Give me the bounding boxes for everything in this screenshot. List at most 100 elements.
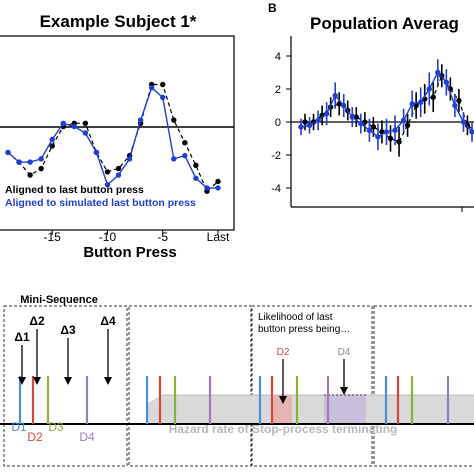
panel-a-point bbox=[148, 85, 155, 91]
panel-a-point bbox=[60, 120, 66, 127]
panel-b-point bbox=[418, 99, 424, 105]
likelihood-box bbox=[251, 305, 373, 467]
panel-a-xlabel: Button Press bbox=[83, 244, 176, 261]
delta-arrowhead-4 bbox=[104, 377, 112, 385]
panel-b-y-tick-label: 4 bbox=[275, 51, 281, 63]
legend-aligned-last: Aligned to last button press bbox=[5, 184, 144, 196]
panel-b-point bbox=[332, 92, 338, 99]
panel-b-point bbox=[349, 114, 355, 120]
panel-a-point bbox=[27, 172, 33, 178]
panel-a-x-tick-label: -5 bbox=[157, 230, 168, 244]
press-label-d1: D1 bbox=[11, 420, 27, 434]
panel-a-point bbox=[16, 159, 22, 165]
panel-b-y-tick-label: -4 bbox=[271, 183, 281, 195]
panel-b-point bbox=[375, 134, 381, 140]
panel-a-point bbox=[49, 136, 55, 143]
hazard-rate-label: Hazard rate of Stop-process terminating bbox=[169, 422, 398, 436]
panel-b-point bbox=[435, 69, 441, 76]
panel-a-point bbox=[215, 178, 221, 185]
panel-a-point bbox=[71, 123, 78, 130]
panel-b-point bbox=[323, 111, 330, 117]
panel-a-point bbox=[182, 140, 188, 146]
panel-a-x-tick-label: Last bbox=[207, 230, 230, 244]
panel-a-point bbox=[193, 162, 199, 169]
panel-b-point bbox=[443, 79, 450, 86]
panel-b-point bbox=[302, 119, 308, 125]
panel-b-point bbox=[456, 97, 462, 104]
panel-b-point bbox=[366, 127, 373, 133]
panel-b-point bbox=[392, 127, 398, 133]
panel-b-point bbox=[469, 129, 474, 135]
likelihood-text-line2: button press being… bbox=[258, 324, 350, 335]
press-label-d4: D4 bbox=[79, 430, 95, 444]
likelihood-text-line1: Likelihood of last bbox=[258, 312, 333, 323]
panel-a-point bbox=[5, 149, 11, 156]
mini-sequence-box bbox=[3, 305, 128, 467]
panel-a-point bbox=[104, 169, 111, 175]
panel-a-x-tick-label: -15 bbox=[44, 230, 62, 244]
delta-arrowhead-1 bbox=[18, 377, 26, 385]
panel-b-point bbox=[370, 124, 377, 130]
panel-a-point bbox=[38, 165, 44, 172]
panel-a-x-tick-label: -10 bbox=[99, 230, 117, 244]
panel-a-point bbox=[115, 172, 122, 178]
panel-b-point bbox=[341, 102, 347, 109]
delta-label-4: Δ4 bbox=[100, 314, 116, 328]
panel-b-point bbox=[400, 117, 407, 124]
panel-a-point bbox=[204, 185, 210, 191]
panel-a-point bbox=[27, 159, 33, 165]
panel-b-point bbox=[306, 122, 313, 128]
hazard-rate-band bbox=[148, 395, 474, 424]
panel-a-point bbox=[115, 165, 122, 172]
panel-b-point bbox=[452, 102, 458, 109]
delta-arrowhead-3 bbox=[64, 377, 72, 385]
panel-b-point bbox=[358, 120, 364, 127]
panel-a-point bbox=[49, 143, 55, 149]
delta-label-1: Δ1 bbox=[14, 330, 30, 344]
panel-b-label: B bbox=[268, 1, 277, 15]
panel-b-point bbox=[464, 122, 471, 128]
panel-b-point bbox=[404, 122, 411, 128]
mini-sequence-label: Mini-Sequence bbox=[20, 294, 98, 306]
panel-b-point bbox=[409, 101, 415, 107]
press-label-d3: D3 bbox=[48, 420, 64, 434]
panel-a-point bbox=[215, 185, 221, 191]
likelihood-d4-area bbox=[324, 395, 366, 424]
panel-a-point bbox=[93, 149, 100, 156]
panel-b-point bbox=[383, 129, 390, 135]
panel-b-title: Population Averag bbox=[310, 14, 459, 33]
likelihood-label-d4: D4 bbox=[338, 347, 351, 358]
panel-a-point bbox=[38, 156, 44, 162]
panel-a-point bbox=[160, 94, 166, 101]
panel-b-y-tick-label: 0 bbox=[275, 117, 281, 129]
delta-label-3: Δ3 bbox=[60, 323, 76, 337]
panel-a-point bbox=[171, 156, 177, 162]
delta-arrowhead-2 bbox=[33, 377, 41, 385]
panel-b-y-tick-label: -2 bbox=[271, 150, 281, 162]
panel-b-point bbox=[396, 139, 402, 145]
sequence-box-2 bbox=[128, 305, 252, 467]
panel-a-point bbox=[104, 182, 111, 188]
panel-b-point bbox=[426, 86, 432, 92]
panel-a-point bbox=[182, 152, 188, 159]
panel-a-point bbox=[82, 130, 89, 136]
panel-b-point bbox=[315, 117, 321, 124]
panel-a-point bbox=[137, 117, 144, 123]
panel-b-point bbox=[439, 73, 445, 79]
likelihood-d4-arrowhead bbox=[340, 387, 348, 395]
panel-a-point bbox=[82, 120, 89, 127]
panel-a-plot-frame bbox=[0, 35, 235, 231]
panel-a-point bbox=[171, 117, 177, 123]
panel-b-point bbox=[298, 124, 304, 130]
panel-b-point bbox=[430, 94, 436, 100]
panel-b-y-tick-label: 2 bbox=[275, 84, 281, 96]
panel-a-point bbox=[126, 156, 133, 162]
panel-a-point bbox=[193, 175, 199, 181]
likelihood-label-d2: D2 bbox=[277, 347, 290, 358]
likelihood-d2-area bbox=[272, 395, 292, 424]
legend-aligned-simulated: Aligned to simulated last button press bbox=[5, 197, 196, 209]
press-label-d2: D2 bbox=[27, 430, 43, 444]
panel-a-point bbox=[160, 81, 166, 88]
